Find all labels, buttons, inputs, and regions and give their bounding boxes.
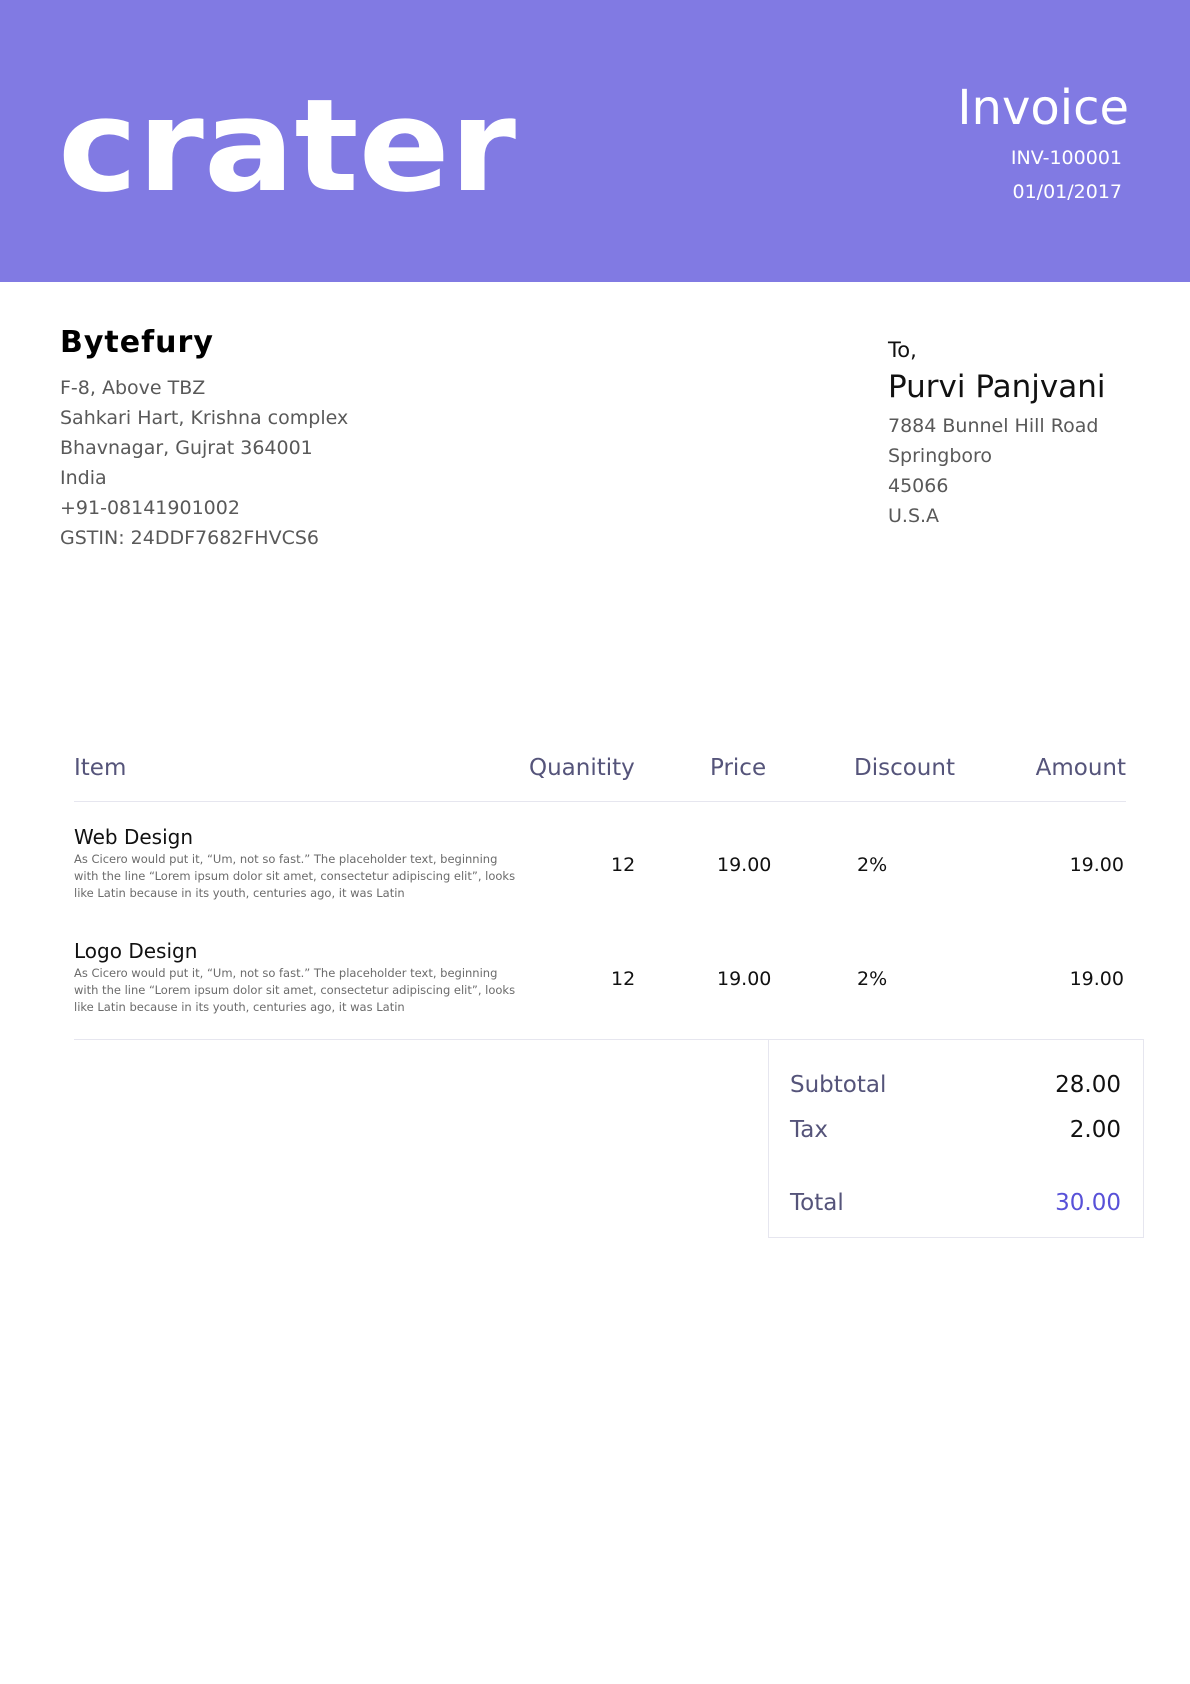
item-quantity: 12 [611, 854, 636, 876]
item-discount: 2% [857, 968, 888, 990]
header-discount: Discount [854, 755, 955, 781]
customer-city: Springboro [888, 445, 993, 467]
invoice-title: Invoice [957, 80, 1129, 136]
totals-box [768, 1039, 1144, 1238]
header-banner: crater Invoice INV-100001 01/01/2017 [0, 0, 1190, 282]
customer-address-line: 7884 Bunnel Hill Road [888, 415, 1099, 437]
item-quantity: 12 [611, 968, 636, 990]
company-address-line: Bhavnagar, Gujrat 364001 [60, 437, 313, 459]
tax-label: Tax [790, 1117, 828, 1143]
header-quantity: Quanitity [529, 755, 635, 781]
item-price: 19.00 [717, 968, 772, 990]
invoice-date: 01/01/2017 [1012, 181, 1122, 203]
crater-logo: crater [58, 86, 516, 198]
total-label: Total [790, 1190, 844, 1216]
invoice-number: INV-100001 [1010, 147, 1122, 169]
customer-name: Purvi Panjvani [888, 369, 1106, 405]
svg-text:crater: crater [58, 86, 516, 198]
subtotal-value: 28.00 [1055, 1072, 1121, 1098]
item-discount: 2% [857, 854, 888, 876]
company-gstin: GSTIN: 24DDF7682FHVCS6 [60, 527, 319, 549]
company-address-line: Sahkari Hart, Krishna complex [60, 407, 349, 429]
total-value: 30.00 [1055, 1190, 1121, 1216]
company-country: India [60, 467, 107, 489]
company-phone: +91-08141901002 [60, 497, 240, 519]
item-price: 19.00 [717, 854, 772, 876]
header-divider [74, 801, 1126, 802]
item-description: As Cicero would put it, “Um, not so fast… [74, 966, 516, 1014]
to-label: To, [888, 338, 917, 362]
company-address-line: F-8, Above TBZ [60, 377, 206, 399]
item-description: As Cicero would put it, “Um, not so fast… [74, 852, 516, 900]
item-amount: 19.00 [1069, 854, 1124, 876]
subtotal-label: Subtotal [790, 1072, 887, 1098]
header-item: Item [74, 755, 127, 781]
item-name: Web Design [74, 825, 194, 849]
header-price: Price [710, 755, 767, 781]
tax-value: 2.00 [1069, 1117, 1121, 1143]
header-amount: Amount [1035, 755, 1126, 781]
table-divider [74, 1039, 1143, 1040]
customer-country: U.S.A [888, 505, 940, 527]
item-amount: 19.00 [1069, 968, 1124, 990]
item-name: Logo Design [74, 939, 198, 963]
customer-zip: 45066 [888, 475, 949, 497]
company-name: Bytefury [60, 325, 214, 360]
